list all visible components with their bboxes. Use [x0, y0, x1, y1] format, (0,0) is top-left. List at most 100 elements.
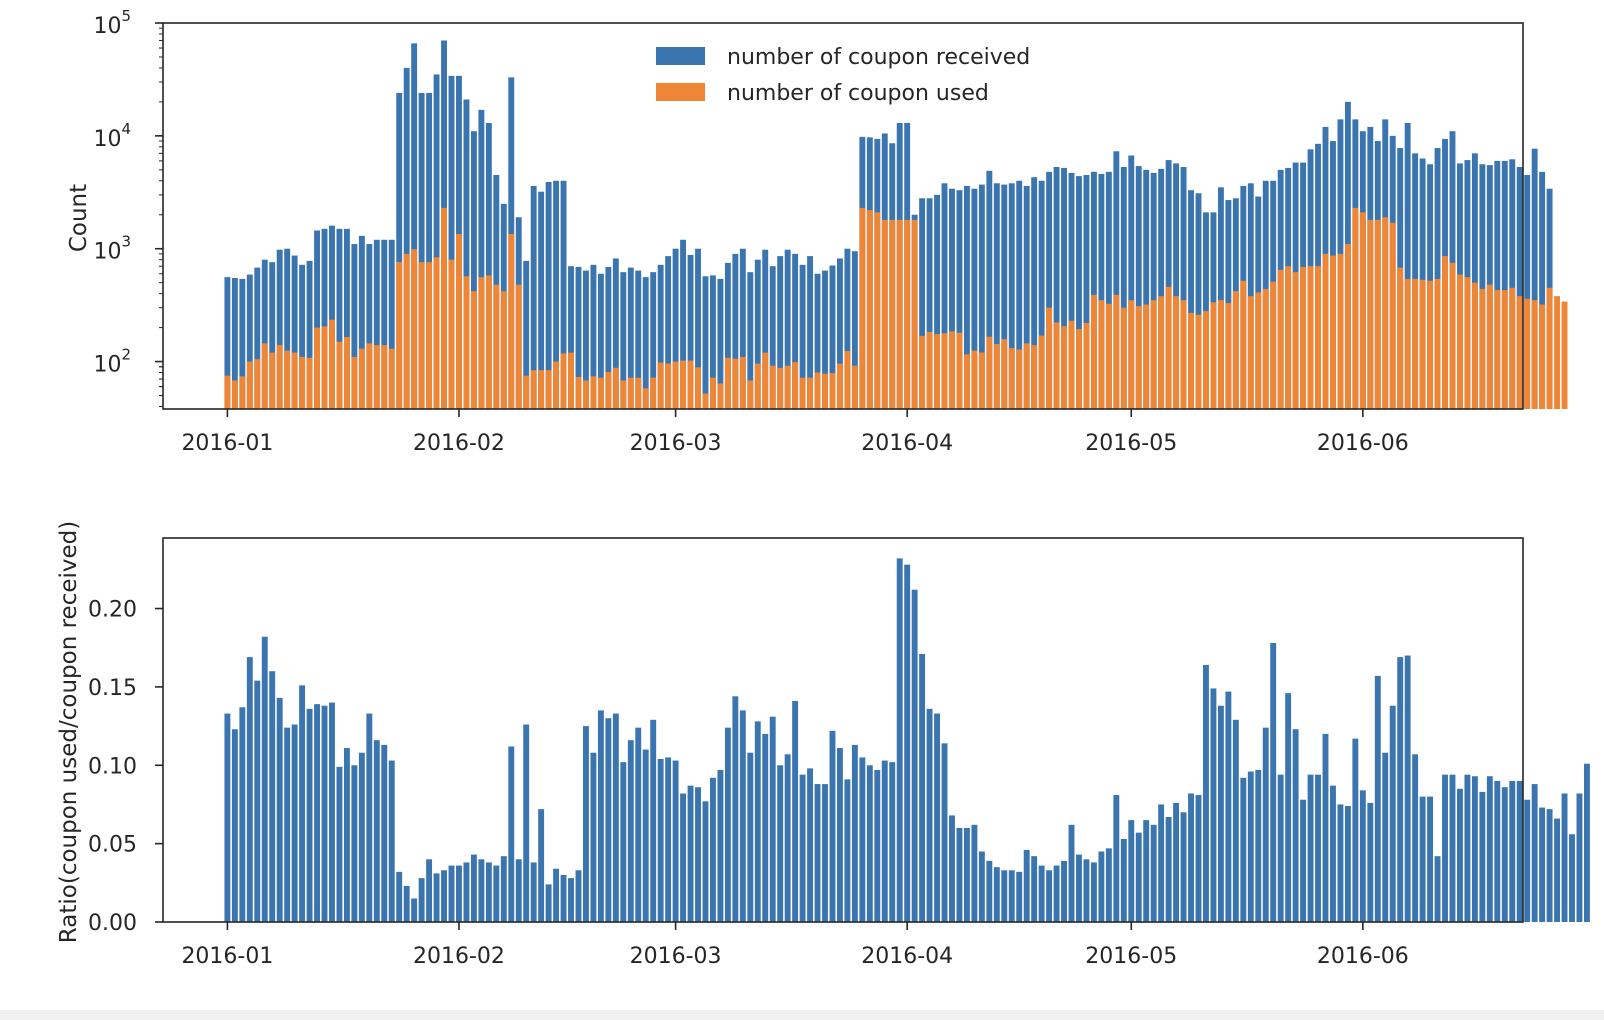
- received-bar: [1150, 172, 1157, 409]
- received-bar: [418, 92, 425, 410]
- received-bar: [1098, 173, 1105, 409]
- count-x-tick-label: 2016-04: [861, 431, 953, 456]
- used-bar: [1292, 272, 1299, 409]
- used-bar: [1300, 266, 1307, 409]
- received-bar: [381, 239, 388, 409]
- ratio-bar: [702, 801, 709, 922]
- used-bar: [963, 354, 970, 409]
- ratio-bar: [1576, 793, 1583, 922]
- ratio-bar: [859, 757, 866, 922]
- received-bar: [433, 74, 440, 409]
- received-bar: [762, 249, 769, 409]
- used-bar: [381, 345, 388, 409]
- used-bar: [978, 352, 985, 409]
- received-bar: [986, 170, 993, 409]
- used-bar: [650, 377, 657, 409]
- ratio-bar: [956, 827, 963, 922]
- received-bar: [284, 248, 291, 409]
- ratio-bar: [1494, 780, 1501, 922]
- ratio-bar: [358, 752, 365, 922]
- ratio-bar: [538, 809, 545, 922]
- used-bar: [1374, 219, 1381, 409]
- received-bar: [978, 184, 985, 409]
- used-bar: [1344, 244, 1351, 409]
- used-bar: [971, 350, 978, 409]
- used-bar: [396, 262, 403, 409]
- received-bar: [1083, 174, 1090, 409]
- ratio-bar: [941, 743, 948, 922]
- used-bar: [433, 257, 440, 409]
- used-bar: [1516, 296, 1523, 409]
- received-bar: [777, 256, 784, 409]
- ratio-bar: [1471, 776, 1478, 922]
- ratio-bar: [1479, 791, 1486, 922]
- used-bar: [1367, 219, 1374, 409]
- ratio-bar: [1247, 771, 1254, 922]
- ratio-bar: [1068, 824, 1075, 922]
- ratio-bar: [1038, 865, 1045, 922]
- received-bar: [1434, 148, 1441, 409]
- received-bar: [1061, 167, 1067, 409]
- ratio-bar: [261, 636, 268, 922]
- received-bar: [799, 264, 806, 409]
- used-bar: [1225, 303, 1232, 409]
- used-bar: [1135, 306, 1142, 409]
- used-bar: [784, 365, 791, 409]
- received-bar: [545, 182, 552, 409]
- ratio-bar: [433, 873, 440, 922]
- ratio-bar: [1539, 807, 1546, 922]
- ratio-bar: [1367, 802, 1374, 922]
- used-bar: [1180, 300, 1187, 409]
- used-bar: [1359, 212, 1366, 409]
- received-bar: [1135, 166, 1142, 409]
- received-bar: [583, 270, 589, 409]
- used-bar: [448, 259, 455, 409]
- received-bar: [836, 258, 843, 409]
- ratio-y-tick-label: 0.00: [88, 911, 137, 936]
- used-bar: [1016, 349, 1023, 409]
- used-bar: [1270, 281, 1277, 409]
- used-bar: [1352, 207, 1359, 409]
- received-bar: [971, 188, 978, 409]
- ratio-bar: [724, 727, 731, 922]
- ratio-bar: [881, 760, 888, 922]
- ratio-bar: [1046, 870, 1053, 922]
- ratio-bar: [1120, 838, 1127, 922]
- ratio-bar: [1135, 832, 1142, 922]
- received-bar: [1128, 155, 1135, 409]
- used-bar: [1419, 279, 1426, 409]
- ratio-bar: [1158, 804, 1165, 922]
- used-bar: [859, 207, 866, 409]
- received-bar: [919, 198, 926, 409]
- used-bar: [553, 361, 560, 409]
- received-bar: [926, 198, 933, 409]
- received-bar: [329, 225, 335, 409]
- ratio-bar: [919, 653, 926, 922]
- ratio-bar: [276, 697, 283, 922]
- ratio-bar: [612, 713, 619, 922]
- used-bar: [418, 262, 425, 409]
- received-bar: [724, 262, 731, 409]
- used-bar: [1277, 269, 1284, 409]
- used-bar: [642, 388, 649, 409]
- ratio-bar: [784, 754, 791, 922]
- received-bar: [254, 267, 261, 409]
- ratio-bar: [1217, 705, 1224, 922]
- received-bar: [1031, 177, 1038, 409]
- ratio-bar: [1277, 774, 1284, 922]
- ratio-bar: [1255, 769, 1262, 922]
- ratio-bar: [530, 862, 537, 922]
- ratio-bar: [807, 768, 814, 922]
- used-bar: [874, 212, 881, 409]
- ratio-bar: [1449, 774, 1456, 922]
- used-bar: [822, 373, 828, 409]
- ratio-bar: [1359, 790, 1366, 922]
- received-bar: [710, 275, 716, 409]
- received-bar: [366, 244, 373, 409]
- received-bar: [1053, 166, 1060, 409]
- used-bar: [1554, 296, 1561, 409]
- ratio-bar: [1083, 859, 1090, 922]
- ratio-x-tick-label: 2016-01: [181, 944, 273, 969]
- used-bar: [306, 357, 313, 409]
- used-bar: [1165, 286, 1172, 409]
